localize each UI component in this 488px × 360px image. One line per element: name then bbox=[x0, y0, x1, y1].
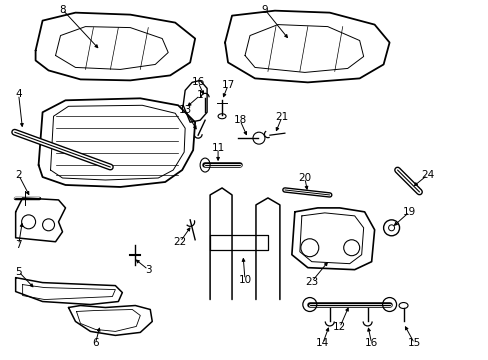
Text: 11: 11 bbox=[211, 143, 224, 153]
Polygon shape bbox=[16, 198, 65, 242]
Polygon shape bbox=[68, 306, 152, 336]
Text: 24: 24 bbox=[420, 170, 433, 180]
Text: 9: 9 bbox=[261, 5, 268, 15]
Text: 22: 22 bbox=[173, 237, 186, 247]
Polygon shape bbox=[16, 278, 122, 305]
Text: 19: 19 bbox=[402, 207, 415, 217]
Text: 16: 16 bbox=[364, 338, 378, 348]
Polygon shape bbox=[291, 208, 374, 270]
Text: 16: 16 bbox=[191, 77, 204, 87]
Text: 23: 23 bbox=[305, 276, 318, 287]
Text: 14: 14 bbox=[316, 338, 329, 348]
Text: 3: 3 bbox=[144, 265, 151, 275]
Polygon shape bbox=[183, 80, 207, 122]
Text: 17: 17 bbox=[221, 80, 234, 90]
Polygon shape bbox=[36, 13, 195, 80]
Polygon shape bbox=[224, 11, 389, 82]
Text: 4: 4 bbox=[15, 89, 22, 99]
Text: 15: 15 bbox=[407, 338, 420, 348]
Polygon shape bbox=[39, 98, 195, 187]
Text: 1: 1 bbox=[196, 90, 203, 100]
Text: 21: 21 bbox=[275, 112, 288, 122]
Text: 18: 18 bbox=[233, 115, 246, 125]
Text: 8: 8 bbox=[59, 5, 66, 15]
Text: 7: 7 bbox=[15, 240, 22, 250]
Text: 12: 12 bbox=[332, 323, 346, 332]
Text: 10: 10 bbox=[238, 275, 251, 285]
Text: 13: 13 bbox=[178, 105, 191, 115]
Text: 6: 6 bbox=[92, 338, 99, 348]
Text: 5: 5 bbox=[15, 267, 22, 276]
Text: 2: 2 bbox=[15, 170, 22, 180]
Text: 20: 20 bbox=[298, 173, 311, 183]
